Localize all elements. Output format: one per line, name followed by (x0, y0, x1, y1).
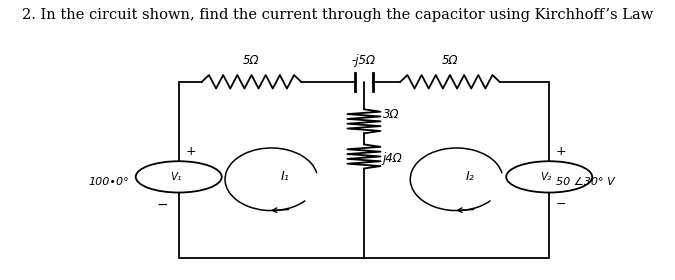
Text: 3Ω: 3Ω (383, 108, 399, 121)
Text: I₂: I₂ (466, 170, 474, 183)
Text: V₂: V₂ (540, 172, 551, 182)
Text: j4Ω: j4Ω (383, 152, 402, 165)
Text: +: + (556, 145, 566, 158)
Text: -j5Ω: -j5Ω (352, 54, 376, 67)
Text: −: − (157, 198, 168, 212)
Text: I₁: I₁ (280, 170, 289, 183)
Text: 5Ω: 5Ω (441, 54, 458, 67)
Text: 50 ∠30° V: 50 ∠30° V (556, 177, 614, 187)
Text: 2. In the circuit shown, find the current through the capacitor using Kirchhoff’: 2. In the circuit shown, find the curren… (22, 8, 653, 22)
Text: 5Ω: 5Ω (243, 54, 260, 67)
Text: −: − (556, 198, 566, 211)
Text: 100•0°: 100•0° (88, 177, 129, 187)
Text: V₁: V₁ (170, 172, 181, 182)
Text: +: + (186, 145, 196, 158)
